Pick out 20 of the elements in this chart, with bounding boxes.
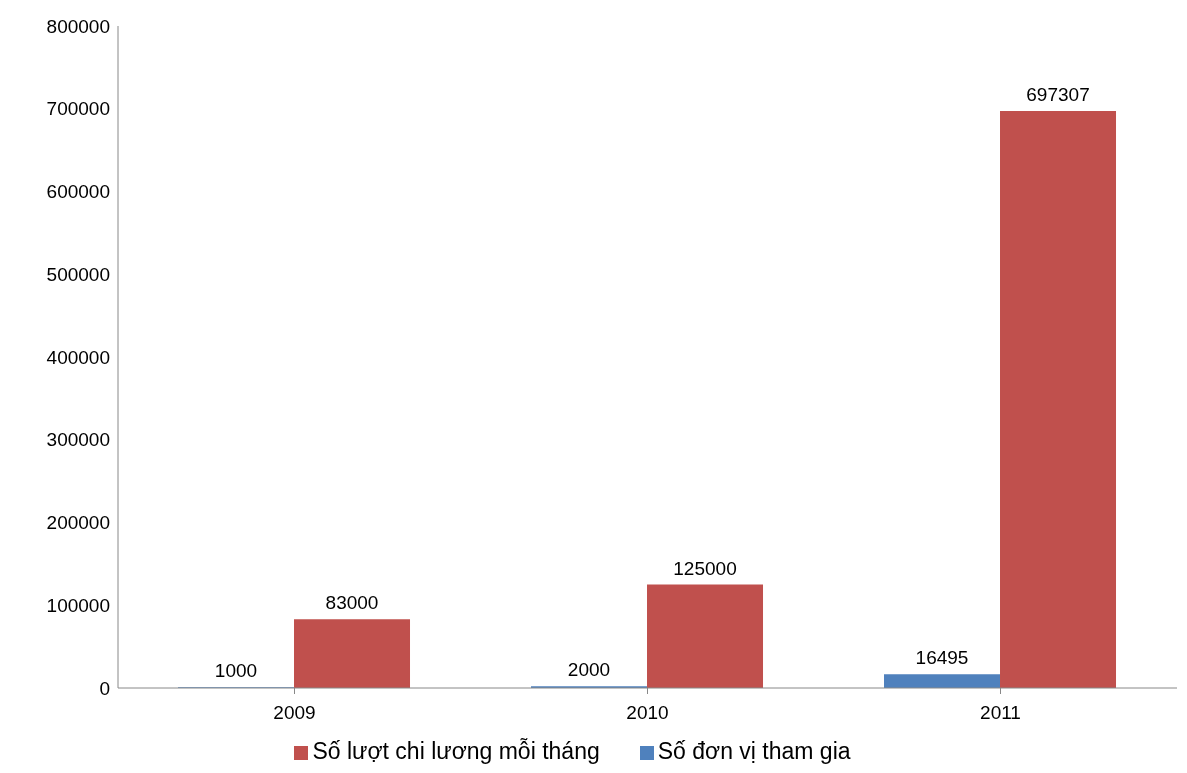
legend-label: Số lượt chi lương mỗi tháng bbox=[312, 738, 600, 764]
y-tick-label: 0 bbox=[99, 677, 110, 699]
data-label: 16495 bbox=[915, 647, 969, 669]
x-tick-label: 2010 bbox=[626, 702, 669, 724]
data-label: 697307 bbox=[1026, 83, 1090, 105]
data-label: 1000 bbox=[214, 660, 258, 682]
y-tick-label: 100000 bbox=[46, 594, 110, 616]
y-tick-label: 600000 bbox=[46, 181, 110, 203]
legend-label: Số đơn vị tham gia bbox=[657, 738, 851, 764]
x-tick-label: 2009 bbox=[273, 702, 316, 724]
y-tick-label: 700000 bbox=[46, 98, 110, 120]
y-tick-label: 500000 bbox=[46, 263, 110, 285]
data-label: 2000 bbox=[567, 659, 611, 681]
y-tick-label: 800000 bbox=[46, 15, 110, 37]
x-tick-label: 2011 bbox=[980, 702, 1021, 724]
y-tick-label: 200000 bbox=[46, 512, 110, 534]
data-label: 125000 bbox=[673, 557, 737, 579]
data-label: 83000 bbox=[325, 592, 379, 614]
y-tick-label: 400000 bbox=[46, 346, 110, 368]
y-tick-label: 300000 bbox=[46, 429, 110, 451]
